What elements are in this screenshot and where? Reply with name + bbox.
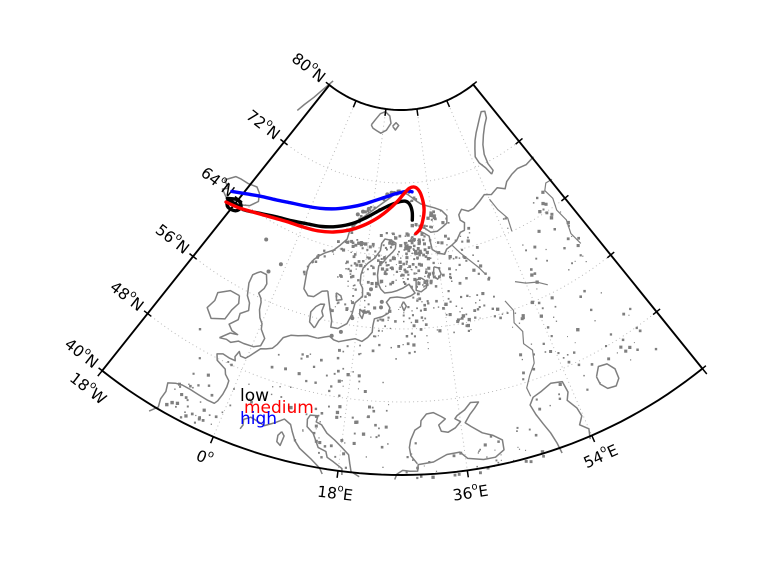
lat-tick-label: 80oN [288, 48, 330, 86]
river [489, 198, 513, 232]
coastline-ireland [206, 289, 241, 320]
grid-meridian [212, 100, 357, 437]
coastline-continent [148, 334, 318, 412]
coastline-vanern [335, 292, 343, 302]
coastline-denmark [308, 303, 326, 329]
axis-tick [606, 251, 615, 259]
trajectory-medium [224, 185, 426, 236]
lat-tick-label: 72oN [243, 105, 285, 143]
grid-parallel [283, 140, 520, 184]
coastline-caspian [529, 380, 591, 454]
lat-tick-label: 40oN [61, 333, 103, 371]
axis-tick [352, 100, 357, 108]
axis-tick [469, 81, 478, 88]
island-dot [350, 316, 355, 321]
grid-parallel [147, 311, 657, 403]
coastline-great_britain [219, 270, 268, 348]
axis-tick [652, 308, 661, 316]
lat-tick-label: 64oN [198, 162, 240, 200]
island-dot [266, 269, 271, 274]
island-dot [355, 212, 360, 217]
map-speckles [165, 189, 658, 480]
island-dot [379, 305, 383, 310]
coastline-adriatic [306, 414, 360, 478]
axis-tick [143, 310, 152, 317]
axis-tick [591, 435, 596, 443]
axis-tick [466, 470, 470, 478]
coastline-novaya_zemlya [474, 110, 494, 175]
grid-parallel [238, 197, 566, 257]
coastline-baltic [317, 238, 416, 343]
legend-item-low: low [240, 386, 270, 406]
axis-tick [325, 81, 334, 89]
axis-tick [701, 368, 708, 375]
legend-item-medium: medium [244, 398, 314, 418]
axis-tick [560, 194, 569, 202]
island-dot [338, 329, 343, 334]
river [504, 300, 535, 397]
axis-tick [279, 138, 288, 146]
boundary-outline [100, 83, 704, 476]
coastline-corsica [276, 431, 285, 447]
coastline-svalbard2 [391, 121, 400, 131]
axis-tick [384, 108, 387, 116]
island-dot [369, 287, 373, 292]
axis-tick [515, 137, 523, 145]
axis-tick [98, 367, 107, 374]
axis-tick [698, 365, 707, 372]
axis-tick [97, 370, 103, 377]
graticule [147, 100, 657, 471]
lon-tick-label: 36oE [451, 480, 489, 505]
trajectory-high [230, 189, 414, 211]
lon-tick-label: 0o [194, 445, 216, 469]
axis-tick [189, 253, 198, 260]
coastline-greenland [296, 80, 334, 111]
lat-tick-label: 48oN [107, 276, 149, 314]
coastline-blacksea_turkey [394, 401, 505, 480]
island-dot [379, 299, 384, 304]
map-boundary [97, 81, 708, 478]
grid-meridian [446, 100, 593, 436]
island-dot [264, 237, 269, 242]
axis-tick [416, 108, 419, 116]
trajectories [224, 185, 426, 236]
coastlines [148, 80, 620, 480]
coastline-iceland [221, 175, 261, 207]
axis-tick [209, 436, 214, 444]
river [451, 244, 487, 275]
axis-tick [336, 470, 339, 478]
coastline-svalbard [370, 110, 392, 134]
coastline-aral [595, 363, 620, 390]
river [544, 178, 582, 244]
coastline-ladoga [415, 277, 429, 293]
lat-tick-label: 56oN [152, 219, 194, 257]
coastline-mediterranean_west [239, 416, 323, 475]
island-dot [278, 262, 283, 267]
lon-tick-label: 54oE [580, 439, 621, 471]
river [514, 281, 548, 286]
lon-tick-label: 18oE [316, 481, 354, 505]
coastline-peipus [400, 301, 408, 312]
legend-item-high: high [240, 409, 278, 429]
axis-tick [446, 100, 451, 108]
trajectory-low [225, 196, 415, 229]
island-dot [329, 333, 334, 338]
